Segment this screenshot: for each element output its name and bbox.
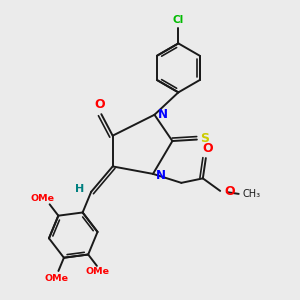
Text: H: H (75, 184, 85, 194)
Text: O: O (224, 185, 235, 198)
Text: OMe: OMe (86, 267, 110, 276)
Text: Cl: Cl (173, 16, 184, 26)
Text: OMe: OMe (44, 274, 68, 283)
Text: OMe: OMe (31, 194, 55, 203)
Text: O: O (94, 98, 105, 111)
Text: CH₃: CH₃ (242, 189, 260, 199)
Text: N: N (156, 169, 166, 182)
Text: S: S (200, 133, 209, 146)
Text: N: N (158, 108, 167, 121)
Text: O: O (202, 142, 213, 155)
